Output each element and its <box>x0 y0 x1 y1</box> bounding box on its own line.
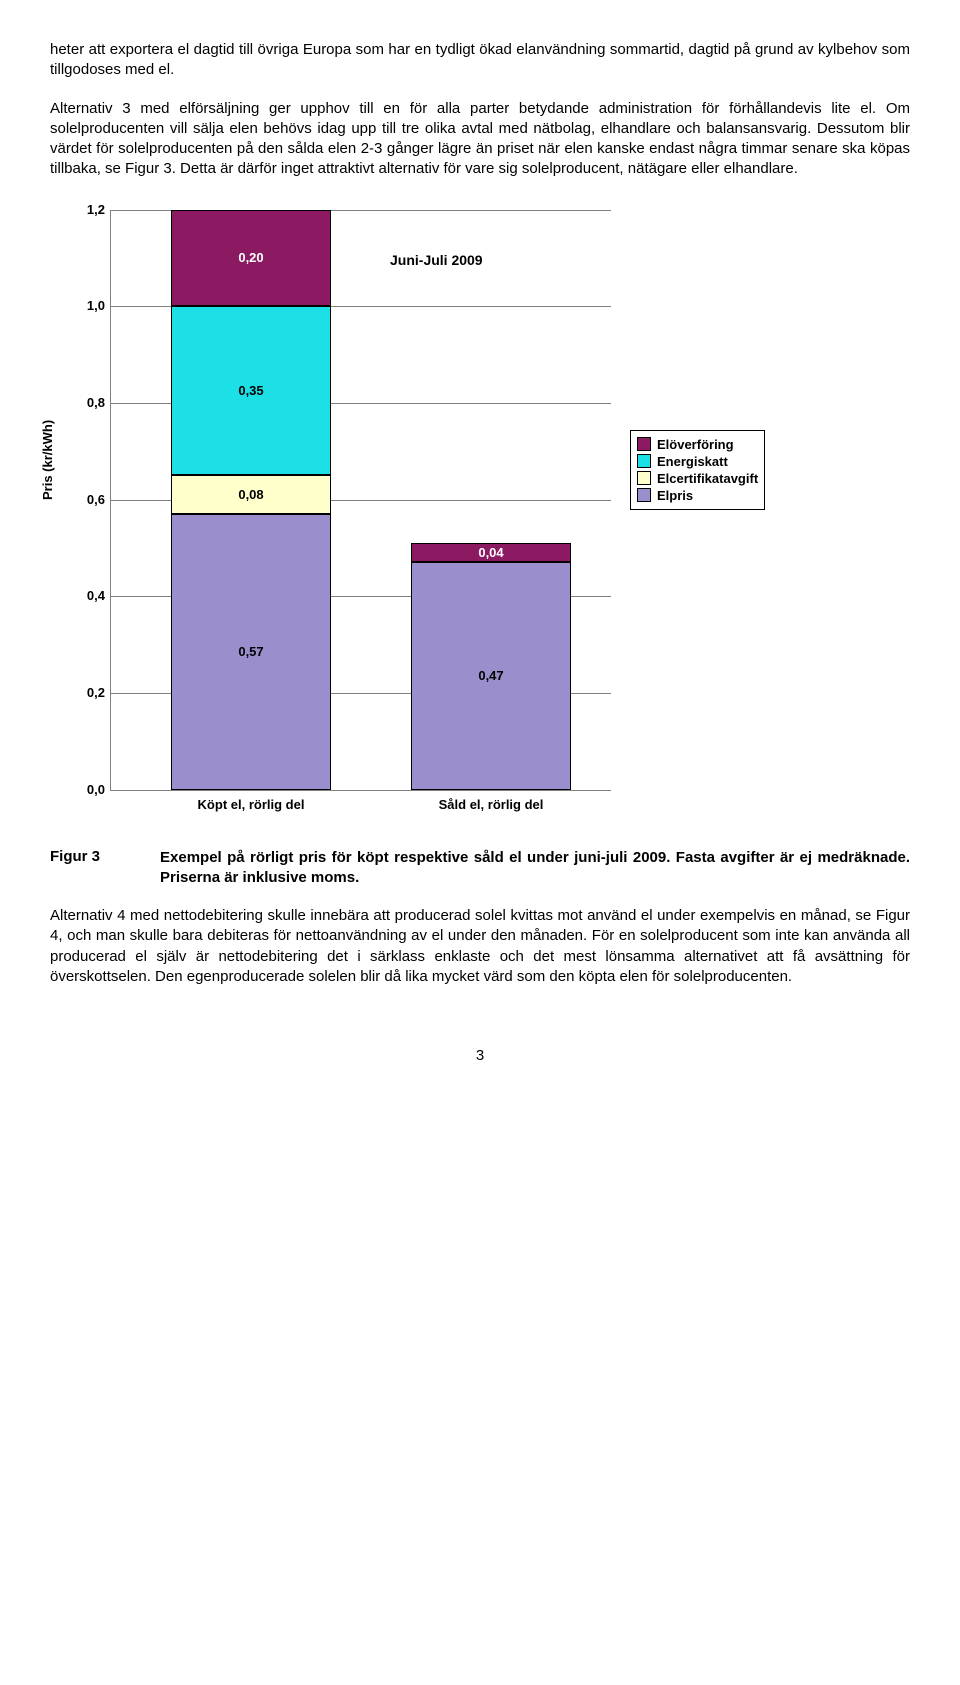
legend: Elöverföring Energiskatt Elcertifikatavgif… <box>630 430 765 510</box>
figure-caption-row: Figur 3 Exempel på rörligt pris för köpt… <box>50 848 910 889</box>
bar-column: 0,200,350,080,57 <box>171 210 331 790</box>
chart-title: Juni-Juli 2009 <box>390 252 483 268</box>
legend-label: Elpris <box>657 488 693 503</box>
bar-segment: 0,57 <box>171 514 331 790</box>
plot-area: 0,00,20,40,60,81,01,20,200,350,080,57Köp… <box>110 210 611 791</box>
bar-segment: 0,20 <box>171 210 331 307</box>
y-tick: 0,8 <box>73 395 105 410</box>
bar-segment: 0,47 <box>411 562 571 789</box>
legend-item: Energiskatt <box>637 454 758 469</box>
legend-label: Energiskatt <box>657 454 728 469</box>
legend-swatch <box>637 488 651 502</box>
legend-label: Elcertifikatavgift <box>657 471 758 486</box>
price-chart: Pris (kr/kWh) 0,00,20,40,60,81,01,20,200… <box>50 200 830 840</box>
legend-item: Elöverföring <box>637 437 758 452</box>
figure-caption: Exempel på rörligt pris för köpt respekt… <box>160 848 910 889</box>
page-number: 3 <box>50 1047 910 1064</box>
legend-swatch <box>637 437 651 451</box>
legend-item: Elpris <box>637 488 758 503</box>
legend-swatch <box>637 471 651 485</box>
y-axis-label: Pris (kr/kWh) <box>40 419 55 499</box>
figure-label: Figur 3 <box>50 848 160 889</box>
legend-swatch <box>637 454 651 468</box>
legend-label: Elöverföring <box>657 437 734 452</box>
paragraph-1: heter att exportera el dagtid till övrig… <box>50 40 910 81</box>
y-tick: 0,4 <box>73 588 105 603</box>
x-category-label: Såld el, rörlig del <box>391 797 591 812</box>
y-tick: 1,0 <box>73 298 105 313</box>
paragraph-3: Alternativ 4 med nettodebitering skulle … <box>50 906 910 987</box>
y-tick: 0,6 <box>73 492 105 507</box>
bar-segment: 0,08 <box>171 475 331 514</box>
paragraph-2: Alternativ 3 med elförsäljning ger uppho… <box>50 99 910 180</box>
x-category-label: Köpt el, rörlig del <box>151 797 351 812</box>
y-tick: 0,2 <box>73 685 105 700</box>
y-tick: 0,0 <box>73 782 105 797</box>
bar-segment: 0,35 <box>171 306 331 475</box>
y-tick: 1,2 <box>73 202 105 217</box>
bar-segment: 0,04 <box>411 543 571 562</box>
bar-column: 0,040,47 <box>411 543 571 789</box>
legend-item: Elcertifikatavgift <box>637 471 758 486</box>
